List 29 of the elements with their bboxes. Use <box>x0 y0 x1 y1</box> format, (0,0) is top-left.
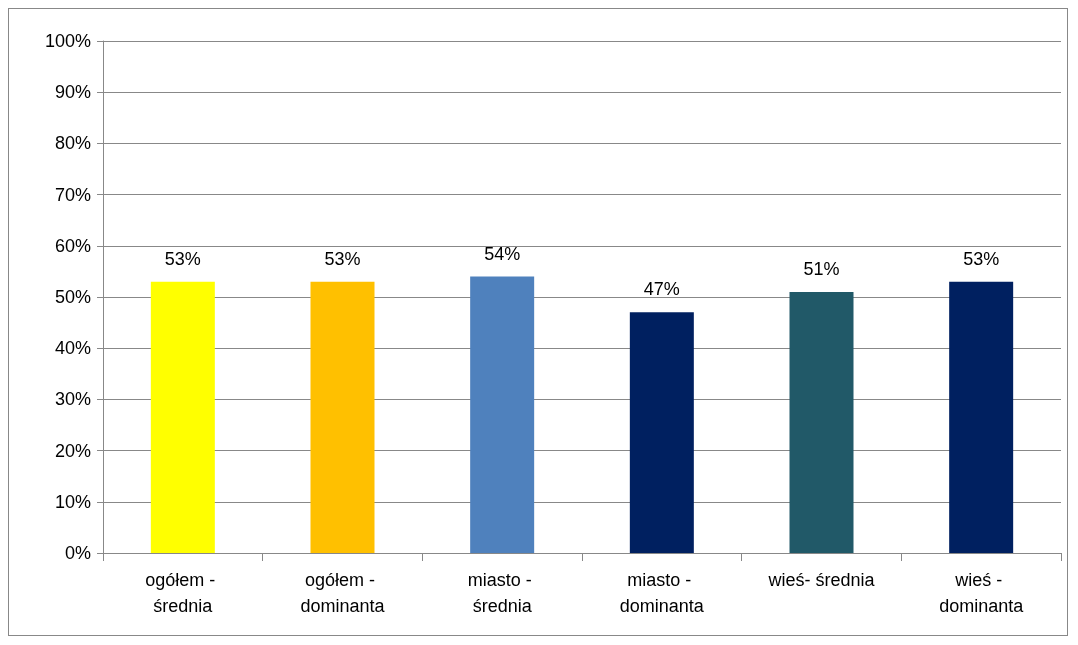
y-tick-label: 30% <box>54 389 91 410</box>
x-tick-label: wieś - dominanta <box>939 570 1025 616</box>
x-tick-label: wieś- średnia <box>767 570 876 590</box>
x-tick-label: miasto - dominanta <box>619 570 705 616</box>
data-label: 53% <box>963 248 1000 269</box>
y-tick-label: 40% <box>54 338 91 359</box>
data-label: 53% <box>164 248 201 269</box>
data-label: 54% <box>484 243 521 264</box>
y-tick-label: 80% <box>54 133 91 154</box>
x-tick-label: ogółem - dominanta <box>300 570 386 616</box>
x-tick-label: ogółem - średnia <box>145 570 221 616</box>
y-tick-label: 0% <box>64 543 91 563</box>
y-tick-label: 70% <box>54 184 91 205</box>
y-tick-label: 10% <box>54 491 91 512</box>
bar <box>629 312 694 553</box>
y-tick-label: 90% <box>54 82 91 103</box>
y-tick-label: 100% <box>44 31 91 51</box>
bar <box>470 276 535 553</box>
data-label: 47% <box>643 279 680 300</box>
y-tick-label: 60% <box>54 235 91 256</box>
data-label: 51% <box>803 258 840 279</box>
bar <box>150 281 215 553</box>
y-tick-label: 20% <box>54 440 91 461</box>
data-label: 53% <box>324 248 361 269</box>
x-tick-label: miasto - średnia <box>467 570 537 616</box>
bar <box>789 291 854 553</box>
bar <box>949 281 1014 553</box>
y-tick-label: 50% <box>54 287 91 307</box>
bar <box>310 281 375 553</box>
